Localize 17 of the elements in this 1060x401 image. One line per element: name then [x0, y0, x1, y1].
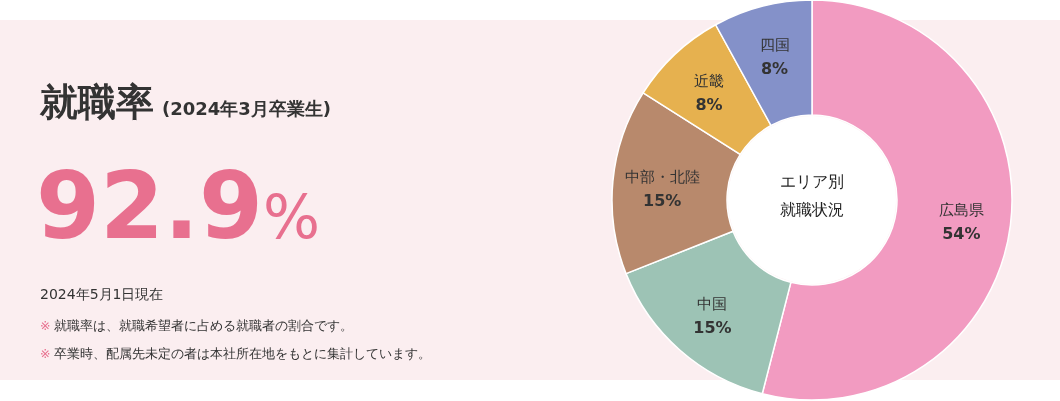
data-label: 8%: [760, 59, 789, 79]
slice-label: 四国: [759, 36, 790, 55]
text: 就職率: [39, 80, 154, 124]
data-label: 15%: [693, 317, 732, 337]
text: ※ 卒業時、配属先未定の者は本社所在地をもとに集計しています。: [40, 346, 432, 361]
data-label: 8%: [695, 95, 723, 115]
slice-label: 近畿: [693, 72, 724, 91]
data-label: 54%: [942, 223, 981, 243]
text: 92.9%: [36, 153, 321, 260]
slice-label: 中国: [697, 294, 728, 313]
text: (2024年3月卒業生): [162, 98, 332, 119]
slice-label: 中部・北陸: [624, 167, 700, 186]
slice-label: 広島県: [938, 200, 984, 219]
text: ※ 就職率は、就職希望者に占める就職者の割合です。: [40, 318, 354, 333]
text: エリア別就職状況: [779, 171, 845, 221]
text: 2024年5月1日現在: [40, 286, 164, 302]
data-label: 15%: [643, 190, 682, 210]
